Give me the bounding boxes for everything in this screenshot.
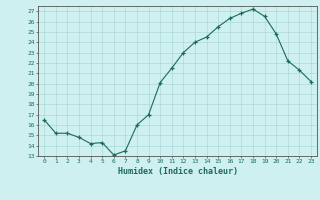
X-axis label: Humidex (Indice chaleur): Humidex (Indice chaleur) (118, 167, 238, 176)
